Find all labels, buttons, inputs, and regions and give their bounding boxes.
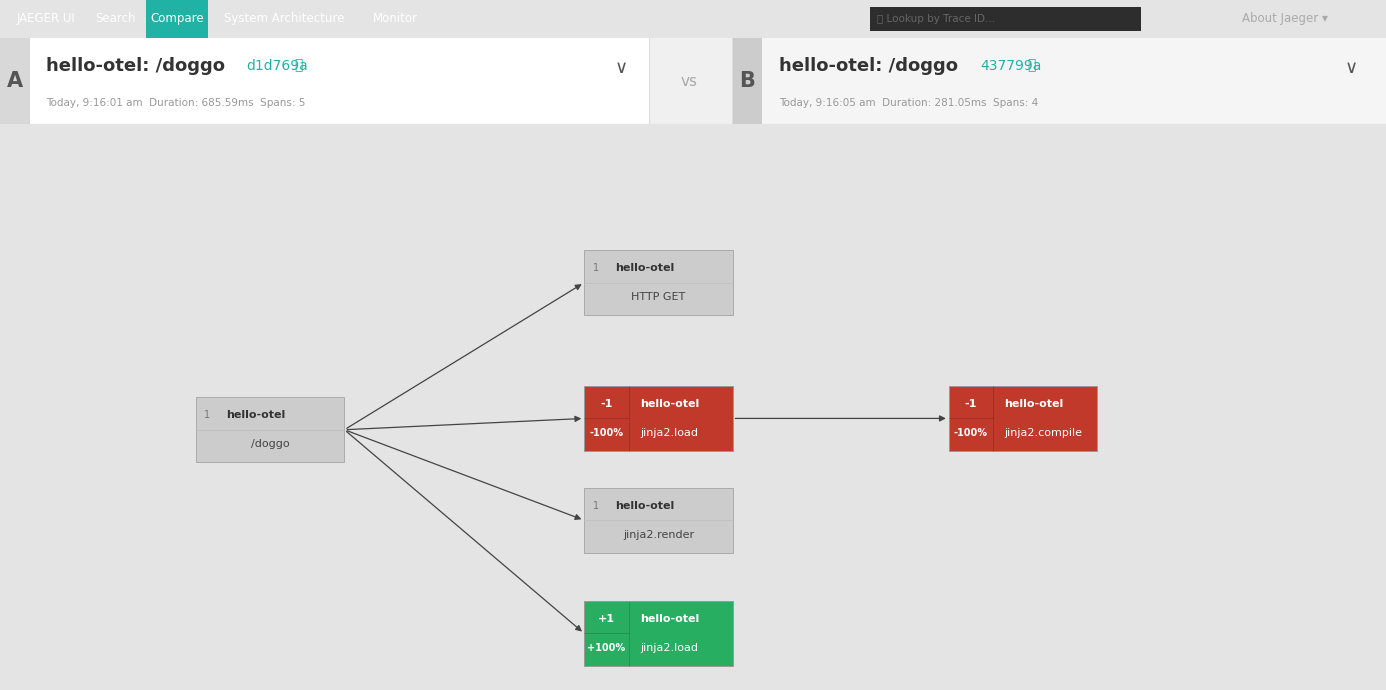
Text: hello-otel: /doggo: hello-otel: /doggo: [46, 57, 225, 75]
Text: jinja2.compile: jinja2.compile: [1005, 428, 1082, 437]
FancyBboxPatch shape: [0, 38, 649, 124]
Text: Today, 9:16:01 am  Duration: 685.59ms  Spans: 5: Today, 9:16:01 am Duration: 685.59ms Spa…: [46, 98, 305, 108]
Text: hello-otel: /doggo: hello-otel: /doggo: [779, 57, 958, 75]
Text: About Jaeger ▾: About Jaeger ▾: [1242, 12, 1328, 26]
Text: hello-otel: hello-otel: [640, 399, 699, 409]
Text: Search: Search: [94, 12, 136, 26]
Text: jinja2.load: jinja2.load: [640, 428, 697, 437]
Text: ∨: ∨: [614, 59, 628, 77]
Text: +100%: +100%: [588, 642, 625, 653]
Text: d1d769a: d1d769a: [247, 59, 309, 72]
Text: ⧉: ⧉: [1027, 59, 1035, 72]
FancyBboxPatch shape: [585, 250, 732, 315]
FancyBboxPatch shape: [146, 0, 208, 38]
Text: -100%: -100%: [954, 428, 988, 437]
Text: hello-otel: hello-otel: [640, 614, 699, 624]
FancyBboxPatch shape: [585, 488, 732, 553]
Text: B: B: [739, 71, 755, 91]
Text: -1: -1: [965, 399, 977, 409]
Text: vs: vs: [681, 74, 697, 88]
Text: 1: 1: [593, 501, 599, 511]
FancyBboxPatch shape: [870, 7, 1141, 31]
FancyBboxPatch shape: [732, 38, 762, 124]
FancyBboxPatch shape: [649, 38, 732, 124]
Text: hello-otel: hello-otel: [227, 411, 286, 420]
Text: +1: +1: [597, 614, 615, 624]
Text: 1: 1: [205, 411, 211, 420]
Text: jinja2.render: jinja2.render: [622, 529, 694, 540]
FancyBboxPatch shape: [948, 386, 1098, 451]
Text: ⧉: ⧉: [294, 59, 302, 72]
Text: /doggo: /doggo: [251, 439, 290, 449]
FancyBboxPatch shape: [585, 386, 732, 451]
Text: Compare: Compare: [150, 12, 204, 26]
Text: JAEGER UI: JAEGER UI: [17, 12, 75, 26]
Text: jinja2.load: jinja2.load: [640, 642, 697, 653]
FancyBboxPatch shape: [197, 397, 344, 462]
Text: hello-otel: hello-otel: [615, 264, 674, 273]
FancyBboxPatch shape: [585, 601, 732, 666]
Text: 437799a: 437799a: [980, 59, 1041, 72]
Text: hello-otel: hello-otel: [615, 501, 674, 511]
Text: System Architecture: System Architecture: [225, 12, 344, 26]
FancyBboxPatch shape: [732, 38, 1386, 124]
Text: 1: 1: [593, 264, 599, 273]
Text: Monitor: Monitor: [373, 12, 417, 26]
Text: Today, 9:16:05 am  Duration: 281.05ms  Spans: 4: Today, 9:16:05 am Duration: 281.05ms Spa…: [779, 98, 1038, 108]
Text: ∨: ∨: [1344, 59, 1358, 77]
Text: hello-otel: hello-otel: [1005, 399, 1063, 409]
Text: A: A: [7, 71, 24, 91]
Text: -1: -1: [600, 399, 613, 409]
Text: ⌕ Lookup by Trace ID...: ⌕ Lookup by Trace ID...: [877, 14, 995, 24]
Text: -100%: -100%: [589, 428, 624, 437]
Text: HTTP GET: HTTP GET: [631, 292, 686, 302]
FancyBboxPatch shape: [0, 38, 30, 124]
